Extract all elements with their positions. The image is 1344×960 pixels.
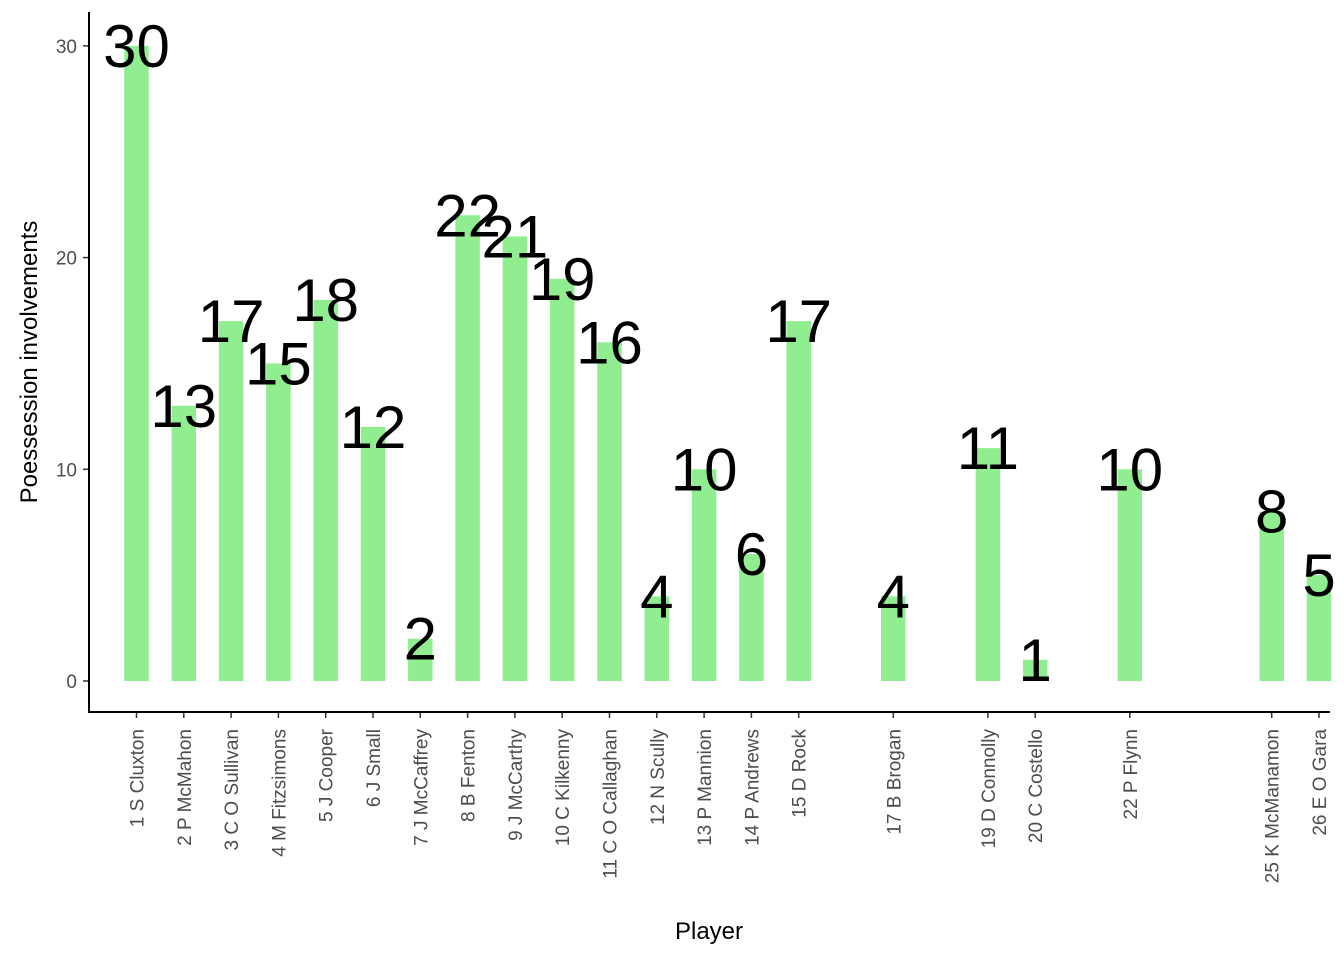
x-tick-label: 1 S Cluxton — [128, 729, 149, 827]
x-tick-label: 25 K McManamon — [1263, 729, 1284, 883]
x-tick-label: 9 J McCarthy — [506, 729, 527, 841]
x-tick-label: 6 J Small — [364, 729, 385, 807]
x-tick-label: 19 D Connolly — [979, 729, 1000, 849]
bar-value-label: 30 — [103, 13, 170, 80]
x-tick-label: 22 P Flynn — [1121, 729, 1142, 819]
bar-value-label: 17 — [198, 288, 265, 355]
bar-value-label: 18 — [292, 267, 359, 334]
bar — [881, 596, 906, 681]
bar — [739, 553, 764, 681]
x-tick-label: 5 J Cooper — [317, 728, 338, 822]
bar-value-label: 13 — [150, 373, 217, 440]
bar-value-label: 21 — [482, 203, 549, 270]
x-tick-label: 20 C Costello — [1026, 729, 1047, 843]
bar-value-label: 15 — [245, 330, 312, 397]
x-tick-label: 11 C O Callaghan — [601, 729, 622, 879]
bar — [408, 638, 433, 681]
bar-value-label: 8 — [1255, 479, 1288, 546]
bar — [266, 363, 291, 681]
y-tick-label: 20 — [56, 249, 77, 270]
bar-value-label: 19 — [529, 246, 596, 313]
bar — [549, 278, 575, 681]
bars-layer — [124, 45, 1332, 681]
bar — [218, 321, 244, 681]
y-tick-label: 0 — [66, 672, 77, 693]
bar — [597, 342, 622, 681]
bar — [1259, 511, 1284, 681]
x-tick-label: 12 N Scully — [648, 729, 669, 826]
bar — [313, 299, 338, 681]
x-tick-label: 7 J McCaffrey — [411, 729, 432, 846]
bar-value-label: 4 — [640, 563, 673, 630]
y-tick-label: 30 — [56, 37, 77, 58]
x-axis-tick-labels: 1 S Cluxton 2 P McMahon 3 C O Sullivan 4 M … — [128, 728, 1332, 883]
bar — [124, 45, 149, 681]
bar-value-label: 17 — [765, 288, 832, 355]
y-tick-label: 10 — [56, 460, 77, 481]
bar-value-label: 11 — [957, 415, 1019, 482]
bar — [502, 236, 528, 681]
bar-value-label: 10 — [1096, 436, 1163, 503]
x-tick-label: 2 P McMahon — [175, 729, 196, 846]
bar — [1306, 575, 1332, 681]
x-tick-label: 4 M Fitzsimons — [269, 729, 290, 857]
x-tick-label: 14 P Andrews — [742, 729, 763, 846]
bar — [1022, 659, 1048, 681]
bar — [360, 426, 386, 681]
bar-value-label: 12 — [340, 394, 407, 461]
bar-value-label: 1 — [1019, 627, 1052, 694]
x-tick-label: 3 C O Sullivan — [222, 729, 243, 850]
bar-value-label: 6 — [735, 521, 768, 588]
y-axis-tick-labels: 0 10 20 30 — [56, 37, 77, 693]
x-tick-label: 13 P Mannion — [695, 729, 716, 846]
x-tick-label: 26 E O Gara — [1310, 729, 1331, 836]
bar — [786, 321, 811, 681]
bar-value-label: 10 — [671, 436, 738, 503]
x-tick-label: 10 C Kilkenny — [553, 729, 574, 847]
bar-value-label: 2 — [404, 606, 437, 673]
x-tick-label: 17 B Brogan — [884, 729, 905, 835]
bar — [455, 215, 480, 681]
bar — [975, 448, 1001, 681]
bar-value-label: 16 — [576, 309, 643, 376]
bar-value-label: 22 — [434, 182, 501, 249]
bar — [691, 469, 717, 681]
x-tick-label: 15 D Rock — [790, 729, 811, 818]
bar-value-label: 4 — [877, 563, 910, 630]
y-axis-title: Poessession involvements — [16, 221, 43, 504]
bar — [171, 405, 197, 681]
bar — [644, 596, 670, 681]
x-tick-label: 8 B Fenton — [459, 729, 480, 822]
x-axis-title: Player — [675, 918, 743, 945]
bar-value-label: 5 — [1302, 542, 1335, 609]
bar — [1117, 469, 1143, 681]
